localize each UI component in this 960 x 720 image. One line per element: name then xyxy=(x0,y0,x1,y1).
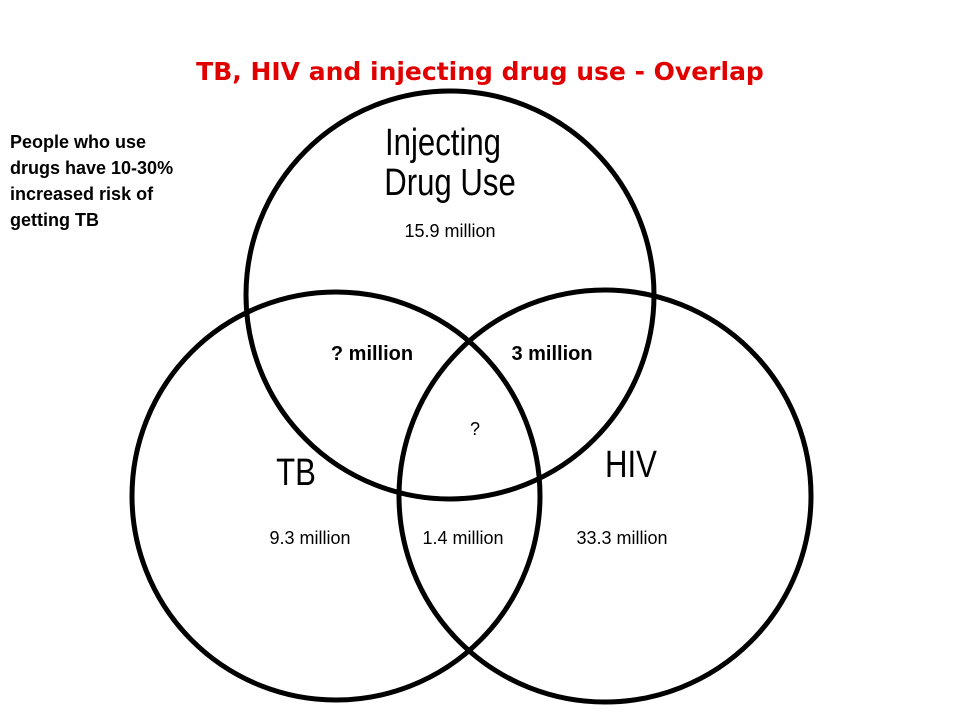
note-line: increased risk of xyxy=(10,184,154,204)
overlap-value: 3 million xyxy=(511,343,592,365)
set-label: Injecting xyxy=(385,122,501,164)
overlap-value: ? million xyxy=(331,343,413,365)
set-label: Drug Use xyxy=(384,162,516,204)
hiv-circle xyxy=(396,287,814,705)
overlap-value: 1.4 million xyxy=(422,528,503,548)
set-value: 9.3 million xyxy=(269,528,350,548)
overlap-value: ? xyxy=(470,419,480,439)
set-label: HIV xyxy=(605,444,658,486)
note-line: People who use xyxy=(10,132,146,152)
tb-circle xyxy=(129,289,543,703)
set-label: TB xyxy=(276,452,316,494)
set-value: 15.9 million xyxy=(404,221,495,241)
note: People who use drugs have 10-30% increas… xyxy=(10,132,173,230)
title: TB, HIV and injecting drug use - Overlap xyxy=(196,57,764,86)
note-line: drugs have 10-30% xyxy=(10,158,173,178)
note-line: getting TB xyxy=(10,210,99,230)
set-value: 33.3 million xyxy=(576,528,667,548)
